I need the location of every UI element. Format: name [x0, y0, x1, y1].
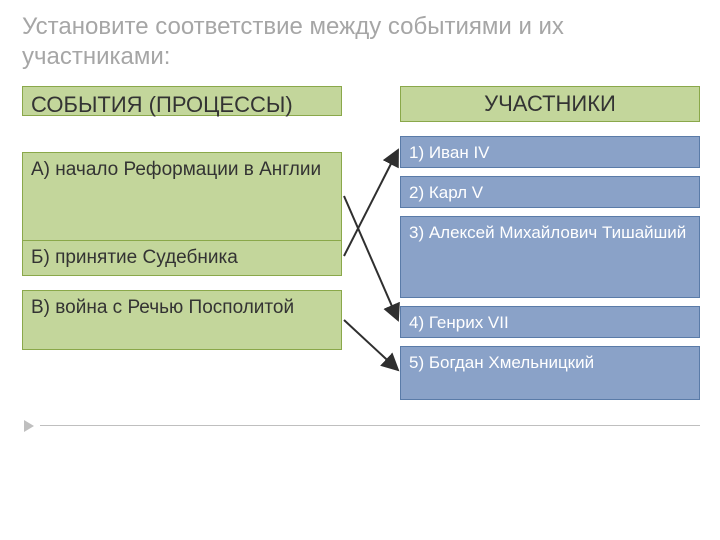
event-label: В) война с Речью Посполитой: [23, 291, 341, 325]
events-header: СОБЫТИЯ (ПРОЦЕССЫ): [22, 86, 342, 116]
participant-box: 3) Алексей Михайлович Тишайший: [400, 216, 700, 298]
arrow: [344, 196, 398, 320]
slide-title: Установите соответствие между событиями …: [22, 12, 662, 72]
play-icon: [24, 420, 34, 432]
event-label: Б) принятие Судебника: [23, 241, 341, 275]
event-box: Б) принятие Судебника: [22, 240, 342, 276]
events-header-label: СОБЫТИЯ (ПРОЦЕССЫ): [23, 87, 341, 123]
participant-label: 3) Алексей Михайлович Тишайший: [401, 217, 699, 249]
participant-box: 2) Карл V: [400, 176, 700, 208]
event-label: А) начало Реформации в Англии: [23, 153, 341, 187]
participant-label: 2) Карл V: [401, 177, 699, 209]
participant-box: 5) Богдан Хмельницкий: [400, 346, 700, 400]
arrow: [344, 320, 398, 370]
participant-label: 4) Генрих VII: [401, 307, 699, 339]
participant-box: 1) Иван IV: [400, 136, 700, 168]
participants-header-label: УЧАСТНИКИ: [401, 87, 699, 121]
participant-label: 5) Богдан Хмельницкий: [401, 347, 699, 379]
event-box: В) война с Речью Посполитой: [22, 290, 342, 350]
participants-header: УЧАСТНИКИ: [400, 86, 700, 122]
event-box: А) начало Реформации в Англии: [22, 152, 342, 244]
arrow: [344, 150, 398, 256]
participant-box: 4) Генрих VII: [400, 306, 700, 338]
footer-divider: [40, 425, 700, 426]
participant-label: 1) Иван IV: [401, 137, 699, 169]
